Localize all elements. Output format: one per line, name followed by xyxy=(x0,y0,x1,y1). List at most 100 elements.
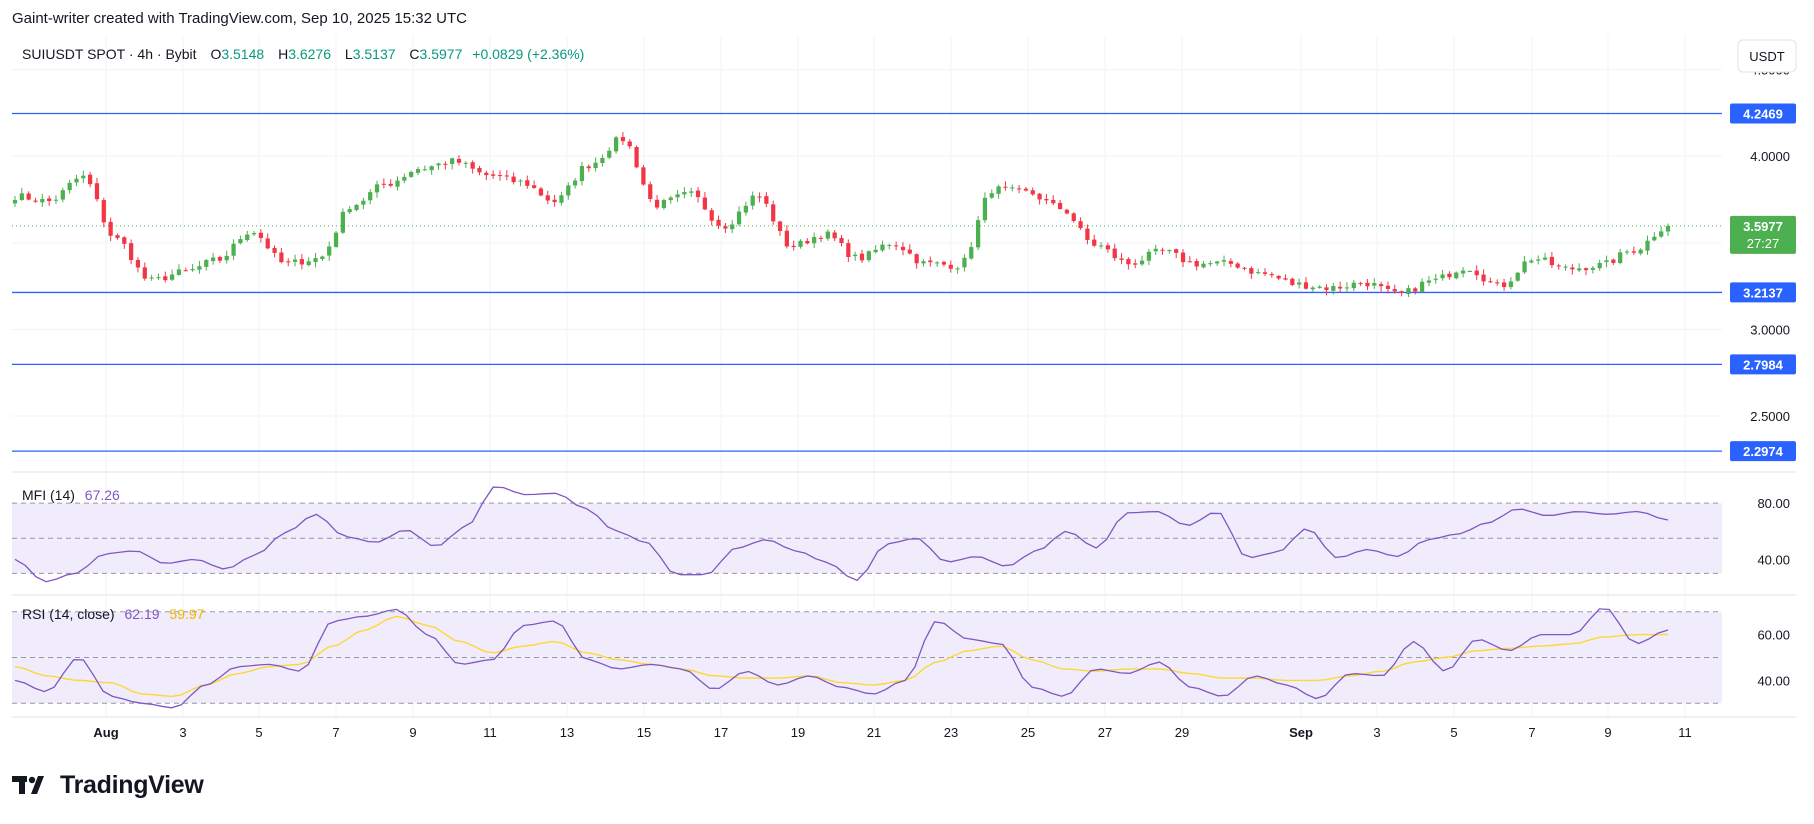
candle xyxy=(1119,258,1124,260)
candle xyxy=(19,193,24,201)
candle xyxy=(1297,282,1302,285)
candle xyxy=(1276,275,1281,279)
candle xyxy=(1221,260,1227,262)
candle xyxy=(340,211,345,233)
candle xyxy=(306,261,311,266)
high-value: 3.6276 xyxy=(288,46,331,62)
candle xyxy=(1064,209,1070,214)
symbol-legend[interactable]: SUIUSDT SPOT · 4h · Bybit O3.5148 H3.627… xyxy=(22,46,584,62)
level-label: 2.7984 xyxy=(1743,357,1784,372)
candle xyxy=(894,245,899,247)
rsi-legend[interactable]: RSI (14, close) 62.19 59.97 xyxy=(22,606,205,622)
candle xyxy=(661,199,667,208)
x-tick-label: 11 xyxy=(1678,725,1692,740)
candle xyxy=(450,158,455,164)
symbol-name: SUIUSDT SPOT xyxy=(22,46,126,62)
candle xyxy=(1051,199,1056,204)
candle xyxy=(1426,280,1432,283)
candle xyxy=(695,190,701,198)
candle xyxy=(812,237,817,244)
candle xyxy=(456,158,462,163)
candle xyxy=(169,274,175,280)
candle xyxy=(484,172,489,176)
candle xyxy=(832,232,837,239)
candle xyxy=(47,198,52,202)
candle xyxy=(26,193,31,200)
x-tick-label: 27 xyxy=(1098,725,1112,740)
candle xyxy=(1153,248,1158,252)
y-tick-label: 2.5000 xyxy=(1750,409,1790,424)
candle xyxy=(183,270,188,272)
rsi-title: RSI (14, close) xyxy=(22,606,115,622)
candle xyxy=(969,247,974,259)
candle xyxy=(935,262,940,264)
candle xyxy=(1556,265,1561,267)
candle xyxy=(798,240,803,247)
currency-button[interactable]: USDT xyxy=(1737,39,1797,73)
candle xyxy=(265,238,270,249)
candle xyxy=(996,186,1001,194)
candle xyxy=(579,165,585,182)
x-tick-label: Aug xyxy=(93,725,118,740)
candle xyxy=(224,255,229,261)
candle xyxy=(108,221,113,236)
y-tick-label: 40.00 xyxy=(1757,552,1790,567)
candle xyxy=(989,193,994,198)
pane-borders xyxy=(12,471,1796,718)
candles xyxy=(12,132,1671,298)
candle xyxy=(1413,288,1418,292)
mfi-legend[interactable]: MFI (14) 67.26 xyxy=(22,487,120,503)
candle xyxy=(1030,190,1035,195)
x-tick-label: 17 xyxy=(714,725,728,740)
candle xyxy=(1201,263,1206,268)
candle xyxy=(641,167,646,185)
candle xyxy=(67,182,72,191)
candle xyxy=(238,239,243,244)
candle xyxy=(1194,260,1199,267)
candle xyxy=(347,209,352,213)
x-tick-label: 3 xyxy=(1373,725,1380,740)
candle xyxy=(135,259,141,268)
candle xyxy=(361,200,366,205)
candle xyxy=(245,234,250,241)
candle xyxy=(1044,198,1049,201)
candle xyxy=(1624,251,1630,253)
countdown-label: 27:27 xyxy=(1747,236,1780,251)
candle xyxy=(409,171,414,177)
candle xyxy=(204,260,209,267)
rsi-ma-value: 59.97 xyxy=(169,606,204,622)
candle xyxy=(122,237,127,244)
candle xyxy=(784,230,789,247)
candle xyxy=(1652,236,1657,241)
candle xyxy=(156,277,161,279)
candle xyxy=(1433,278,1438,280)
x-tick-label: 15 xyxy=(637,725,651,740)
candle xyxy=(1481,274,1486,282)
last-price-badge xyxy=(1730,215,1796,254)
indicator-line xyxy=(14,608,1669,709)
low-label: L xyxy=(345,46,353,62)
candle xyxy=(381,183,386,185)
candle xyxy=(859,253,865,261)
candle xyxy=(627,141,632,147)
rsi-pane xyxy=(12,608,1722,709)
level-label-box xyxy=(1730,441,1796,462)
candle xyxy=(422,169,427,171)
candle xyxy=(1597,262,1602,269)
candle xyxy=(866,251,871,261)
candle xyxy=(750,195,755,206)
tradingview-logo[interactable]: TradingView xyxy=(12,770,204,800)
candle xyxy=(839,237,844,244)
y-tick-label: 40.00 xyxy=(1757,673,1790,688)
indicator-line xyxy=(14,486,1669,583)
x-tick-label: 9 xyxy=(1604,725,1611,740)
candle xyxy=(1529,260,1534,263)
candle xyxy=(436,163,441,166)
candle xyxy=(477,168,482,173)
candle xyxy=(593,162,598,169)
candle xyxy=(1440,274,1445,279)
candle xyxy=(1570,267,1575,270)
y-tick-label: 80.00 xyxy=(1757,496,1790,511)
candle xyxy=(74,178,79,183)
